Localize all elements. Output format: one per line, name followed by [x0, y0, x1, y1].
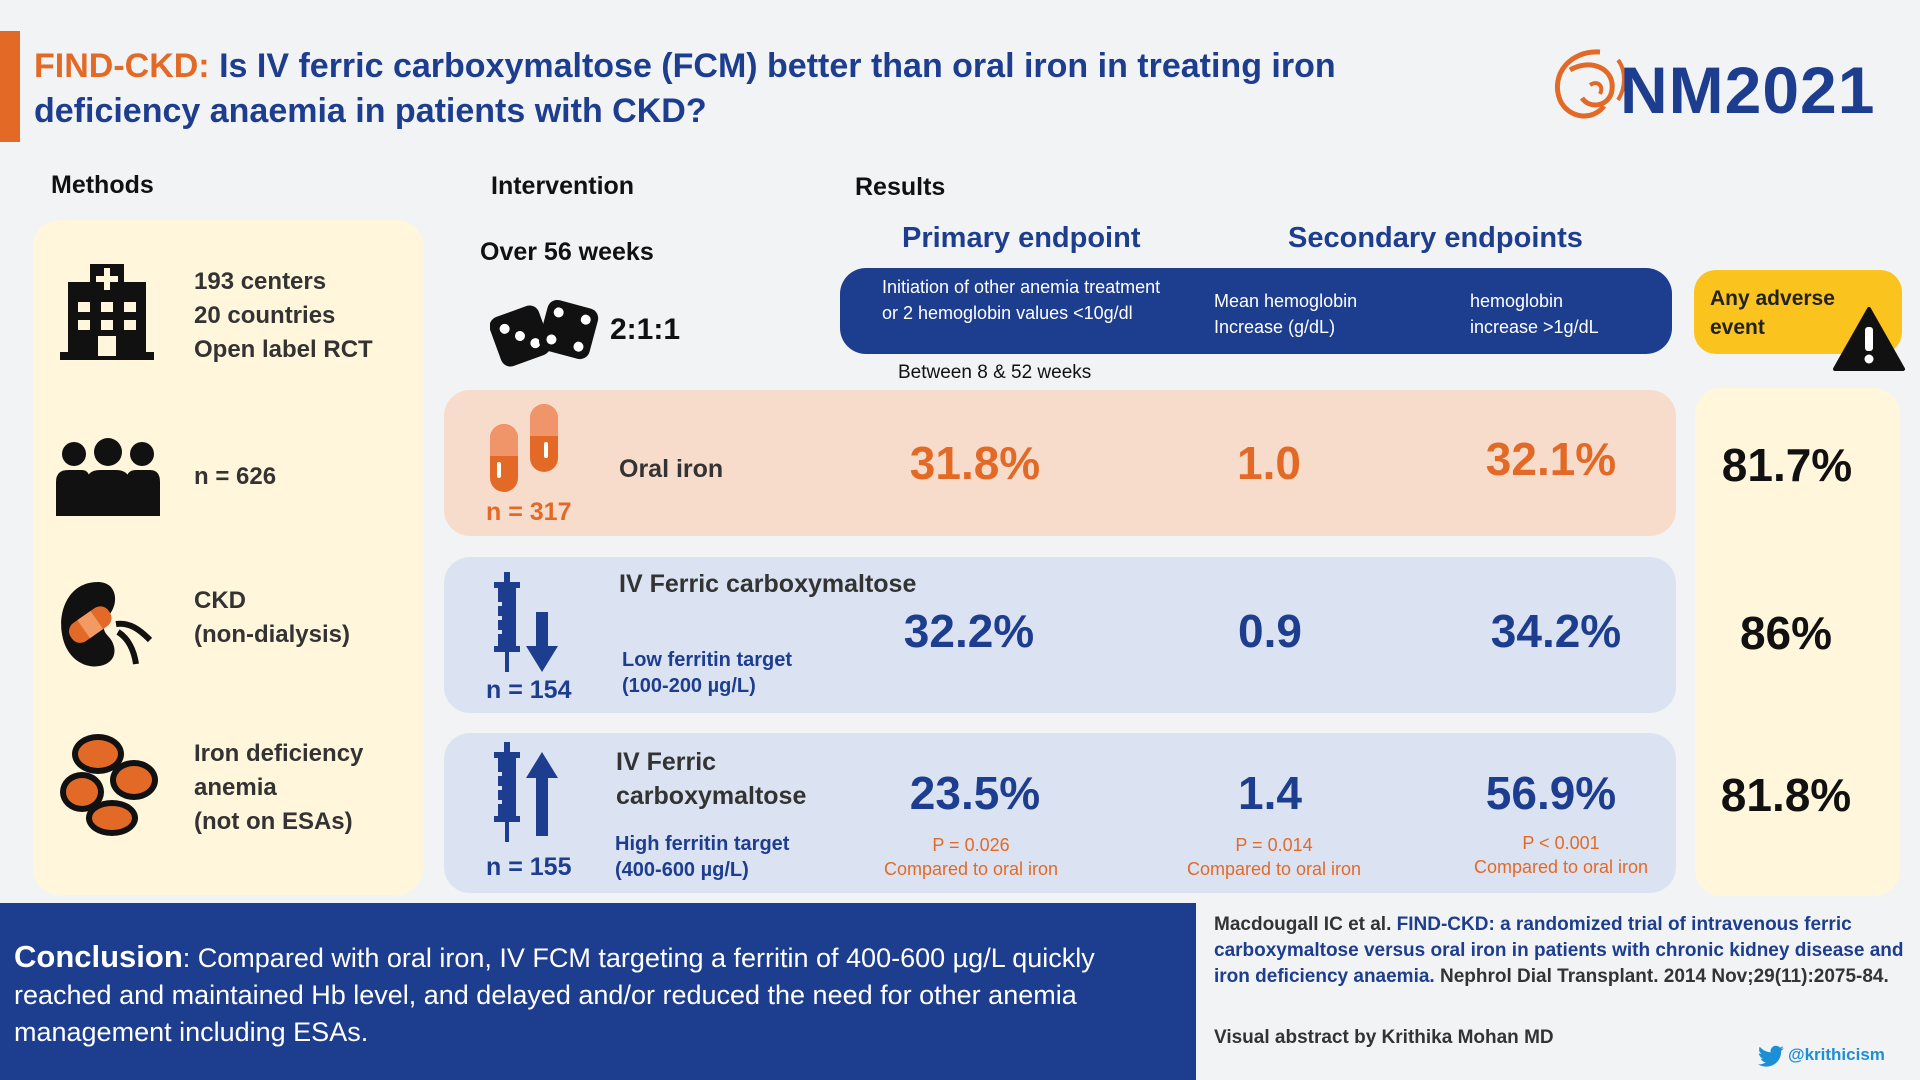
trial-type: Open label RCT [194, 336, 373, 363]
primary-endpoint-definition: Initiation of other anemia treatment or … [882, 274, 1160, 326]
reference-journal: Nephrol Dial Transplant. 2014 Nov;29(11)… [1434, 966, 1889, 987]
population: CKD (non-dialysis) [194, 584, 350, 652]
conclusion-body: : Compared with oral iron, IV FCM target… [14, 943, 1095, 1047]
reference-title: FIND-CKD: a randomized trial of intraven… [1214, 914, 1904, 987]
countries-count: 20 countries [194, 302, 336, 329]
conclusion-panel [0, 903, 1196, 1080]
fcm-low-adverse-value: 86% [1739, 607, 1833, 659]
fcm-low-n: n = 154 [486, 676, 572, 704]
oral-iron-primary-value: 31.8% [909, 437, 1041, 489]
syringe-up-icon [492, 742, 558, 842]
primary-def-line-1: Initiation of other anemia treatment [882, 277, 1161, 297]
reference-authors: Macdougall IC et al. [1214, 914, 1397, 935]
population-ckd: CKD [194, 587, 246, 614]
fcm-low-target-line-1: Low ferritin target [622, 649, 793, 671]
secondary-endpoint-1-definition: Mean hemoglobin Increase (g/dL) [1214, 288, 1357, 340]
secondary-1-line-2: Increase (g/dL) [1214, 317, 1336, 337]
fcm-high-mean-hb-value: 1.4 [1238, 767, 1302, 819]
results-heading: Results [855, 173, 946, 201]
pill-capsules-icon [490, 404, 558, 492]
twitter-bird-icon [1758, 1045, 1784, 1067]
hb-increase-compared-note: Compared to oral iron [1473, 857, 1649, 877]
mean-hb-p-value: P = 0.014 [1235, 835, 1313, 855]
oral-iron-row [444, 390, 1676, 536]
primary-p-value: P = 0.026 [932, 835, 1010, 855]
fcm-high-row [444, 733, 1676, 893]
fcm-low-target-line-2: (100-200 µg/L) [622, 675, 756, 697]
fcm-low-row [444, 557, 1676, 713]
hb-increase-p-value: P < 0.001 [1522, 833, 1600, 853]
oral-iron-adverse-value: 81.7% [1721, 439, 1853, 491]
fcm-high-n: n = 155 [486, 853, 572, 881]
secondary-endpoints-heading: Secondary endpoints [1288, 222, 1583, 254]
syringe-down-icon [492, 572, 558, 672]
adverse-label-line-2: event [1710, 316, 1765, 339]
adverse-label-line-1: Any adverse [1710, 287, 1835, 310]
twitter-handle[interactable]: @krithicism [1788, 1045, 1885, 1064]
endpoint-definitions-bar [840, 268, 1672, 354]
fcm-high-primary-value: 23.5% [909, 767, 1041, 819]
fcm-high-target-line-1: High ferritin target [615, 833, 790, 855]
condition-line-1: Iron deficiency [194, 740, 364, 767]
condition: Iron deficiency anemia (not on ESAs) [194, 737, 363, 839]
hospital-icon [60, 264, 154, 360]
page-title: FIND-CKD: Is IV ferric carboxymaltose (F… [34, 44, 1494, 134]
kidney-icon [61, 582, 153, 667]
primary-def-line-2: or 2 hemoglobin values <10g/dl [882, 303, 1133, 323]
conclusion-text: Conclusion: Compared with oral iron, IV … [14, 938, 1184, 1051]
reference-citation: Macdougall IC et al. FIND-CKD: a randomi… [1214, 912, 1914, 990]
adverse-event-column [1695, 388, 1900, 896]
fcm-low-mean-hb-value: 0.9 [1238, 605, 1302, 657]
header-accent-bar [0, 31, 20, 142]
study-duration: Over 56 weeks [480, 238, 654, 266]
nm2021-logo-text: NM2021 [1620, 53, 1876, 127]
fcm-high-primary-pvalue: P = 0.026 Compared to oral iron [841, 833, 1101, 881]
oral-iron-n: n = 317 [486, 498, 572, 526]
study-design: 193 centers 20 countries Open label RCT [194, 265, 373, 367]
title-question: Is IV ferric carboxymaltose (FCM) better… [34, 47, 1336, 130]
dice-icon [490, 299, 599, 367]
fcm-high-target: High ferritin target (400-600 µg/L) [615, 831, 789, 883]
title-acronym: FIND-CKD: [34, 47, 210, 85]
mean-hb-compared-note: Compared to oral iron [1186, 859, 1362, 879]
fcm-high-target-line-2: (400-600 µg/L) [615, 859, 749, 881]
fcm-low-primary-value: 32.2% [903, 605, 1035, 657]
fcm-high-label-line-1: IV Ferric [616, 748, 717, 776]
fcm-high-mean-hb-pvalue: P = 0.014 Compared to oral iron [1144, 833, 1404, 881]
fcm-high-label-line-2: carboxymaltose [616, 782, 807, 810]
oral-iron-mean-hb-value: 1.0 [1237, 437, 1301, 489]
secondary-2-line-1: hemoglobin [1470, 291, 1564, 311]
fcm-high-hb-increase-pvalue: P < 0.001 Compared to oral iron [1431, 831, 1691, 879]
fcm-low-hb-increase-value: 34.2% [1490, 605, 1622, 657]
fcm-high-label: IV Ferric carboxymaltose [616, 745, 806, 813]
adverse-event-label: Any adverse event [1710, 284, 1835, 342]
condition-line-3: (not on ESAs) [194, 808, 353, 835]
oral-iron-hb-increase-value: 32.1% [1485, 433, 1617, 485]
secondary-2-line-2: increase >1g/dL [1470, 317, 1599, 337]
intervention-heading: Intervention [491, 172, 635, 200]
fcm-low-label: IV Ferric carboxymaltose [619, 570, 917, 598]
endpoint-timeframe: Between 8 & 52 weeks [898, 362, 1092, 383]
oral-iron-label: Oral iron [619, 455, 724, 483]
fcm-high-hb-increase-value: 56.9% [1485, 767, 1617, 819]
sample-size: n = 626 [194, 463, 277, 490]
population-non-dialysis: (non-dialysis) [194, 621, 351, 648]
conclusion-label: Conclusion [14, 939, 183, 974]
fcm-high-adverse-value: 81.8% [1720, 769, 1852, 821]
randomization-ratio: 2:1:1 [610, 313, 681, 346]
primary-compared-note: Compared to oral iron [883, 859, 1059, 879]
people-icon [56, 438, 160, 516]
secondary-endpoint-2-definition: hemoglobin increase >1g/dL [1470, 288, 1599, 340]
primary-endpoint-heading: Primary endpoint [902, 222, 1141, 254]
centers-count: 193 centers [194, 268, 327, 295]
warning-icon [1833, 307, 1905, 371]
red-blood-cells-icon [60, 734, 158, 836]
visual-abstract-byline: Visual abstract by Krithika Mohan MD [1214, 1027, 1554, 1048]
condition-line-2: anemia [194, 774, 277, 801]
fcm-low-target: Low ferritin target (100-200 µg/L) [622, 647, 792, 699]
secondary-1-line-1: Mean hemoglobin [1214, 291, 1358, 311]
methods-heading: Methods [51, 171, 154, 199]
nm2021-swirl-icon [1554, 49, 1626, 119]
